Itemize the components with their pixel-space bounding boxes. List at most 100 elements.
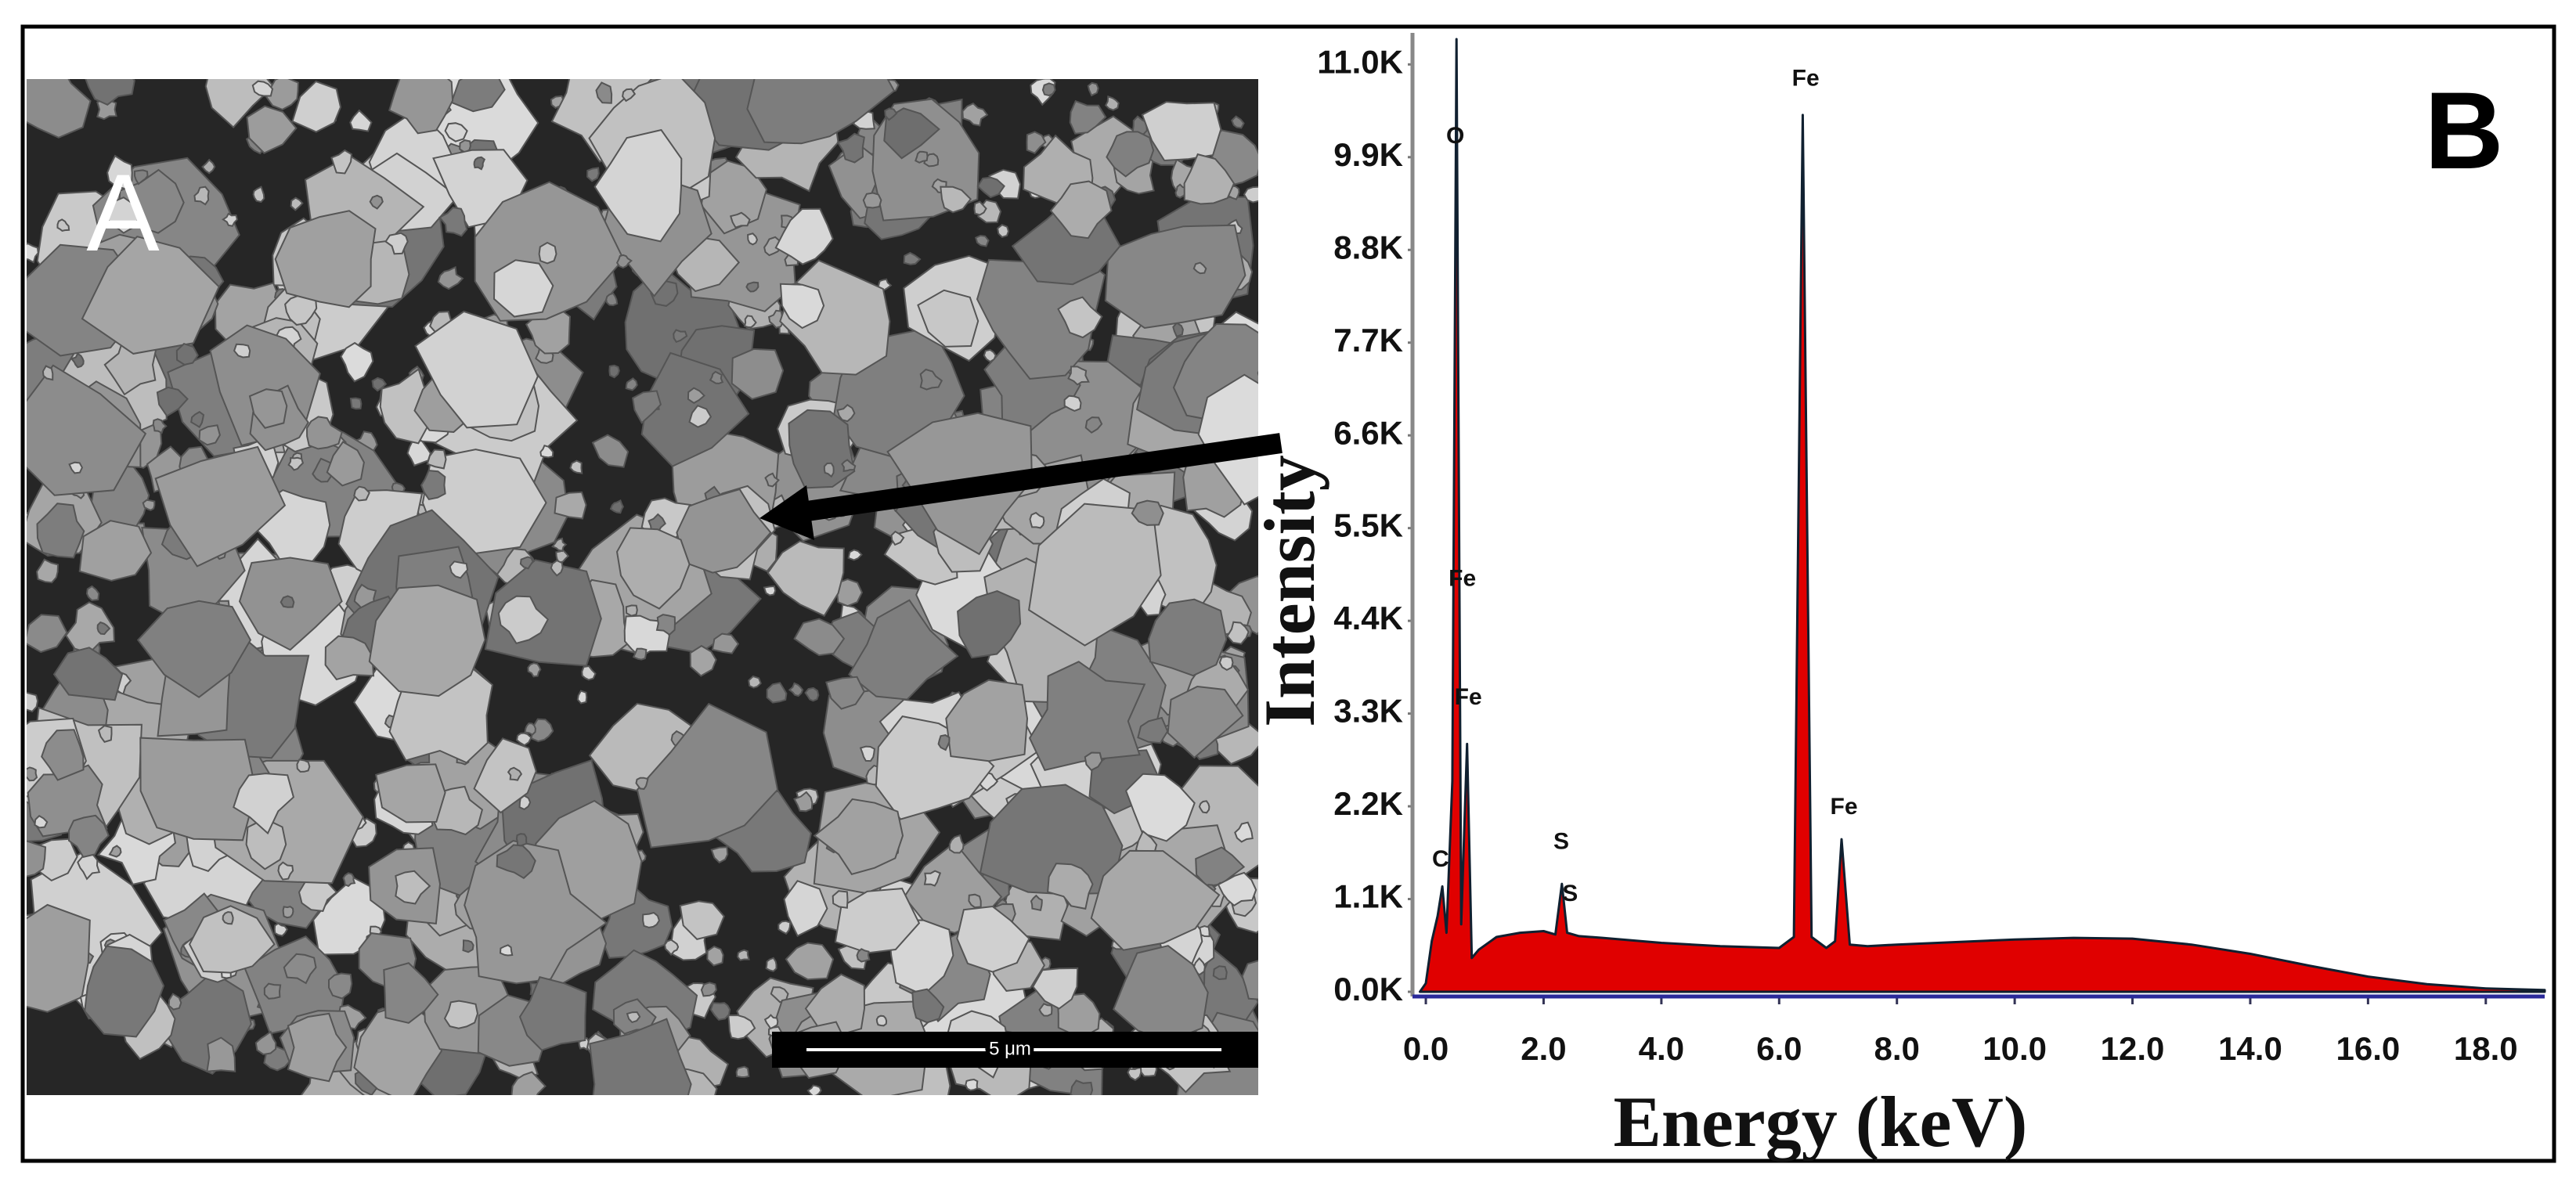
particle [748, 675, 762, 689]
x-tick-label: 14.0 [2218, 1030, 2282, 1067]
particle [663, 939, 680, 957]
particle [449, 560, 469, 579]
particle [27, 79, 92, 139]
particle [438, 207, 468, 237]
particle [1041, 82, 1056, 97]
peak-label: S [1553, 828, 1569, 854]
particle [282, 906, 294, 919]
particle [527, 662, 542, 678]
particle [554, 491, 587, 520]
particle [973, 200, 987, 216]
x-tick-label: 16.0 [2336, 1030, 2401, 1067]
particle [1087, 81, 1099, 97]
particle [280, 595, 295, 608]
particle [27, 903, 91, 1013]
particle [84, 945, 165, 1038]
particle [353, 485, 371, 502]
particle [746, 79, 896, 145]
y-tick-label: 2.2K [1333, 785, 1403, 822]
particle [804, 973, 866, 1036]
particle [515, 732, 532, 747]
particle [911, 988, 945, 1024]
particle [957, 590, 1022, 659]
particle [193, 186, 210, 206]
particle [254, 1030, 277, 1056]
particle [1137, 716, 1169, 744]
particle [589, 1018, 692, 1095]
y-tick-label: 9.9K [1333, 136, 1403, 173]
particle [406, 438, 431, 467]
particle [764, 472, 780, 488]
peak-label: Fe [1455, 684, 1482, 710]
particle [330, 149, 353, 175]
x-tick-label: 6.0 [1756, 1030, 1802, 1067]
particle [1063, 395, 1082, 412]
particle [515, 833, 528, 847]
particle [340, 341, 374, 383]
particle [983, 348, 997, 363]
particle [919, 368, 943, 391]
x-tick-label: 10.0 [1983, 1030, 2047, 1067]
particle [511, 1071, 547, 1095]
peak-label: Fe [1449, 565, 1476, 591]
particle [1032, 967, 1079, 1010]
particle [188, 905, 276, 974]
particle [841, 459, 857, 472]
particle [856, 948, 871, 963]
particle [626, 1011, 641, 1024]
particle [745, 281, 759, 293]
particle [519, 556, 534, 570]
particle [142, 499, 156, 511]
particle [201, 158, 216, 175]
particle [976, 176, 1005, 199]
particle [273, 922, 289, 937]
particle [862, 192, 882, 209]
particle [222, 910, 234, 925]
particle [859, 745, 875, 762]
particle [804, 686, 820, 702]
particle [766, 682, 788, 704]
particle [1069, 99, 1107, 135]
particle [636, 702, 779, 849]
particle [689, 644, 717, 677]
particle [593, 128, 683, 243]
particle [576, 690, 588, 705]
particle [743, 315, 757, 328]
x-tick-label: 18.0 [2454, 1030, 2518, 1067]
particle [825, 676, 865, 710]
particle [1049, 180, 1113, 240]
particle [222, 212, 239, 227]
particle [834, 888, 921, 954]
particle [956, 905, 1030, 973]
particle [233, 773, 295, 835]
particle [709, 1002, 731, 1021]
particle [1090, 849, 1221, 951]
particle [836, 404, 856, 423]
particle [1241, 960, 1258, 1000]
particle [108, 845, 122, 858]
particle [1084, 751, 1103, 772]
particle [1218, 655, 1234, 672]
particle [847, 549, 863, 561]
particle [635, 777, 649, 790]
particle [642, 911, 660, 928]
particle [793, 791, 814, 813]
particle [1104, 224, 1247, 330]
particle [655, 614, 676, 636]
particle [763, 236, 783, 257]
particle [586, 167, 600, 182]
particle [190, 411, 205, 428]
particle [948, 834, 965, 854]
particle [27, 766, 38, 782]
particle [248, 388, 288, 429]
particle [27, 364, 147, 496]
particle [917, 289, 980, 348]
particle [383, 962, 439, 1024]
particle [609, 499, 624, 514]
particle [206, 1036, 236, 1072]
particle [785, 942, 835, 981]
particle [1197, 373, 1258, 506]
particle [233, 343, 251, 359]
particle [1038, 1003, 1053, 1017]
peak-label: O [1446, 123, 1464, 149]
